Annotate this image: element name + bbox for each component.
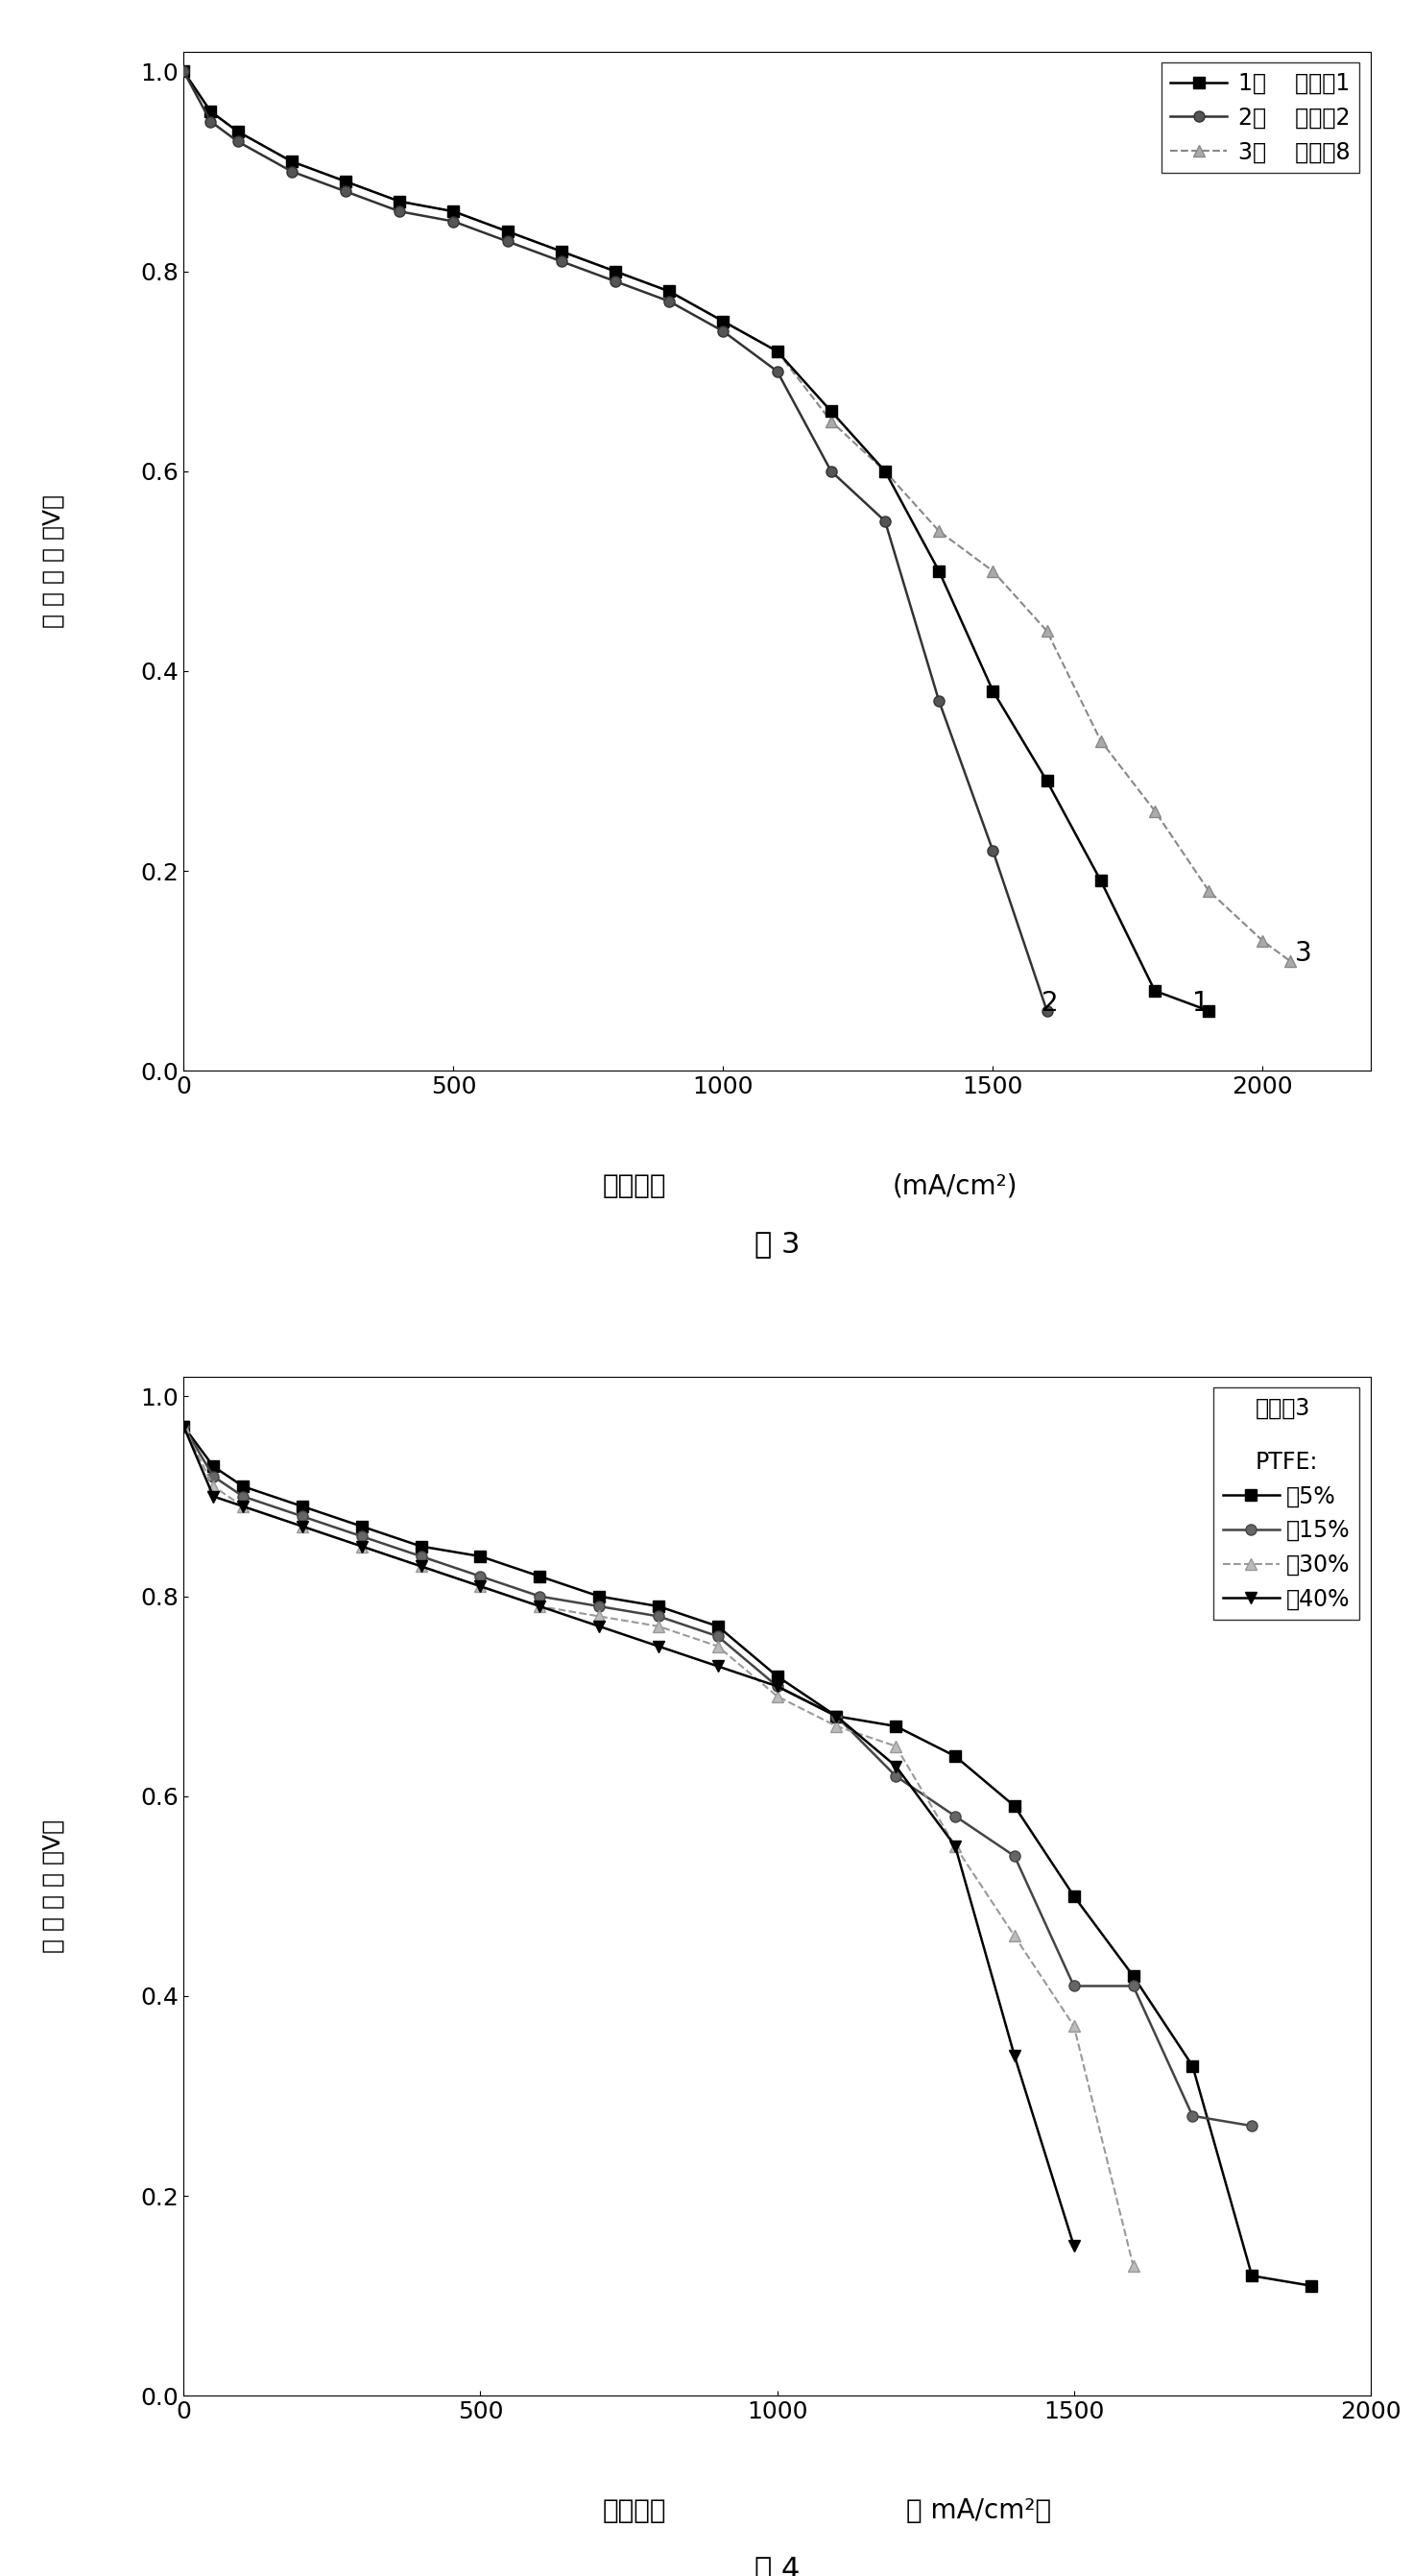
- Text: 2: 2: [1041, 989, 1058, 1018]
- Text: 图 3: 图 3: [755, 1231, 800, 1257]
- Text: 1: 1: [1193, 989, 1210, 1018]
- Text: 3: 3: [1296, 940, 1313, 966]
- Text: 电流密度: 电流密度: [603, 2499, 667, 2524]
- Text: 电 池 电 压 （V）: 电 池 电 压 （V）: [41, 495, 65, 629]
- Legend: 1：    实施例1, 2：    实施例2, 3：    实施例8: 1： 实施例1, 2： 实施例2, 3： 实施例8: [1161, 62, 1359, 173]
- Text: （ mA/cm²）: （ mA/cm²）: [906, 2499, 1051, 2524]
- Text: 图 4: 图 4: [755, 2555, 800, 2576]
- Text: (mA/cm²): (mA/cm²): [893, 1172, 1017, 1200]
- Text: 电 池 电 压 （V）: 电 池 电 压 （V）: [41, 1819, 65, 1953]
- Legend: ：5%, ：15%, ：30%, ：40%: ：5%, ：15%, ：30%, ：40%: [1214, 1388, 1359, 1620]
- Text: 电流密度: 电流密度: [603, 1172, 667, 1200]
